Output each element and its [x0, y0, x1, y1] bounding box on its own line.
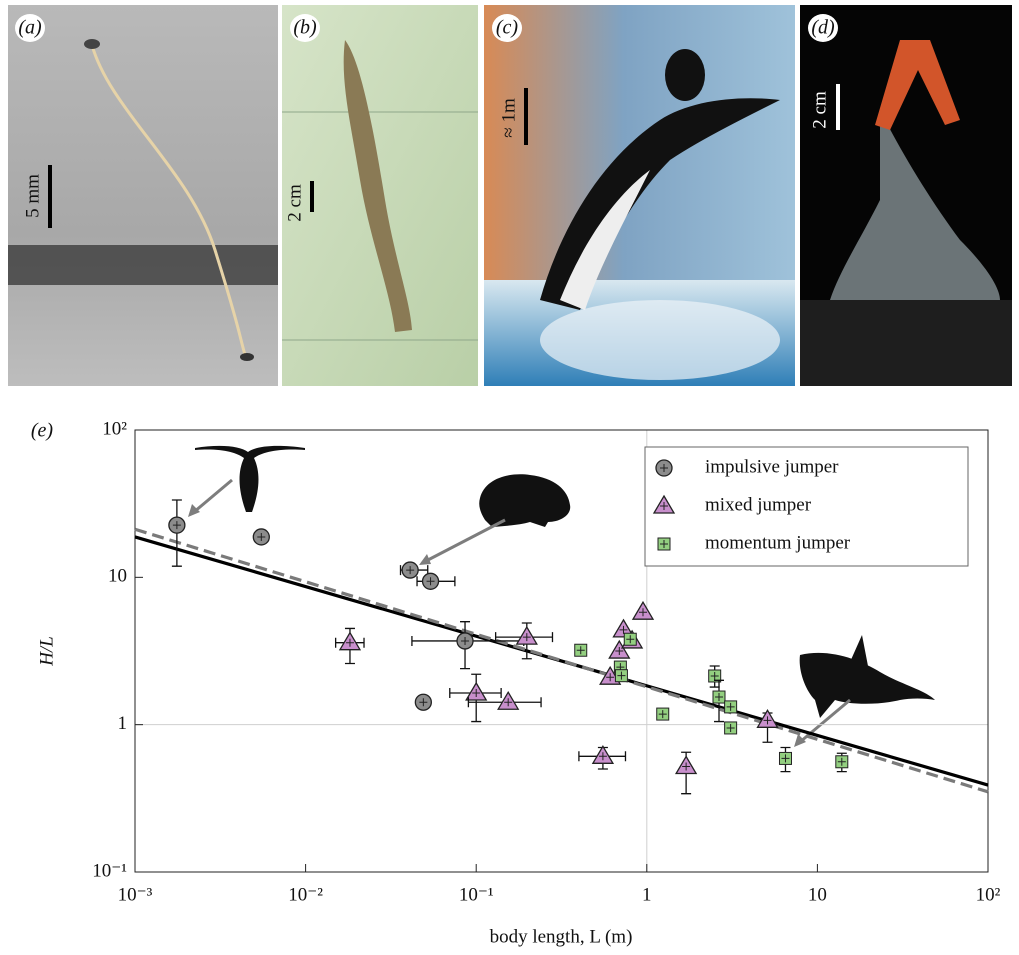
marker: [725, 722, 737, 734]
legend-label: impulsive jumper: [705, 456, 839, 477]
photo-d: (d) 2 cm: [800, 5, 1012, 386]
arrow-head: [794, 734, 806, 747]
scale-bar: [310, 181, 314, 212]
panel-label: (b): [293, 17, 317, 39]
x-tick-label: 10⁻¹: [459, 884, 494, 905]
arrow: [426, 520, 505, 561]
x-tick-label: 10⁻²: [288, 884, 323, 905]
copepod: [195, 446, 305, 512]
marker: [676, 757, 696, 774]
y-tick-label: 1: [118, 713, 128, 734]
marker: [340, 633, 360, 650]
marker: [656, 460, 672, 476]
marker: [657, 708, 669, 720]
marker: [836, 756, 848, 768]
x-tick-label: 10: [808, 884, 827, 905]
x-tick-label: 10⁻³: [118, 884, 153, 905]
x-axis-label: body length, L (m): [490, 926, 633, 947]
legend-label: mixed jumper: [705, 494, 812, 515]
marker: [169, 517, 185, 533]
frog: [479, 474, 570, 527]
figure: (a) 5 mm (b) 2 cm (c) ≈ 1m (d) 2 cm: [0, 0, 1019, 955]
scale-text: 2 cm: [809, 91, 830, 129]
orca: [800, 635, 935, 718]
scale-text: 2 cm: [284, 184, 305, 222]
marker: [466, 683, 486, 700]
photo-c: (c) ≈ 1m: [484, 5, 795, 386]
marker: [624, 633, 636, 645]
panel-label: (e): [31, 420, 54, 442]
marker: [658, 538, 670, 550]
marker: [633, 602, 653, 619]
photo-orca-fin: [665, 49, 705, 101]
x-tick-label: 10²: [976, 884, 1001, 905]
scale-bar: [836, 84, 840, 130]
arrow-head: [188, 504, 200, 517]
marker: [402, 562, 418, 578]
photo-pool: [800, 300, 1012, 386]
y-tick-label: 10²: [102, 418, 127, 439]
marker: [575, 644, 587, 656]
y-tick-label: 10: [108, 566, 127, 587]
marker: [779, 752, 791, 764]
arrow: [194, 480, 232, 512]
scale-text: ≈ 1m: [498, 98, 519, 138]
scale-bar: [48, 165, 52, 228]
marker: [713, 691, 725, 703]
photo-splash: [540, 300, 780, 380]
x-tick-label: 1: [642, 884, 652, 905]
marker: [517, 627, 537, 644]
scale-text: 5 mm: [22, 174, 43, 218]
scale-bar: [524, 88, 528, 145]
y-tick-label: 10⁻¹: [92, 860, 127, 881]
panel-label: (a): [18, 17, 42, 39]
y-axis-label: H/L: [36, 636, 57, 667]
marker: [725, 701, 737, 713]
legend-label: momentum jumper: [705, 532, 851, 553]
photo-b: (b) 2 cm: [282, 5, 478, 386]
photo-spot: [240, 353, 254, 361]
panel-label: (d): [811, 17, 835, 39]
marker: [423, 573, 439, 589]
photo-band: [8, 245, 278, 285]
marker: [253, 529, 269, 545]
marker: [457, 633, 473, 649]
photo-a: (a) 5 mm: [8, 5, 278, 386]
marker: [415, 694, 431, 710]
marker: [593, 746, 613, 763]
panel-label: (c): [496, 17, 519, 39]
marker: [615, 670, 627, 682]
photo-spot: [84, 39, 100, 49]
